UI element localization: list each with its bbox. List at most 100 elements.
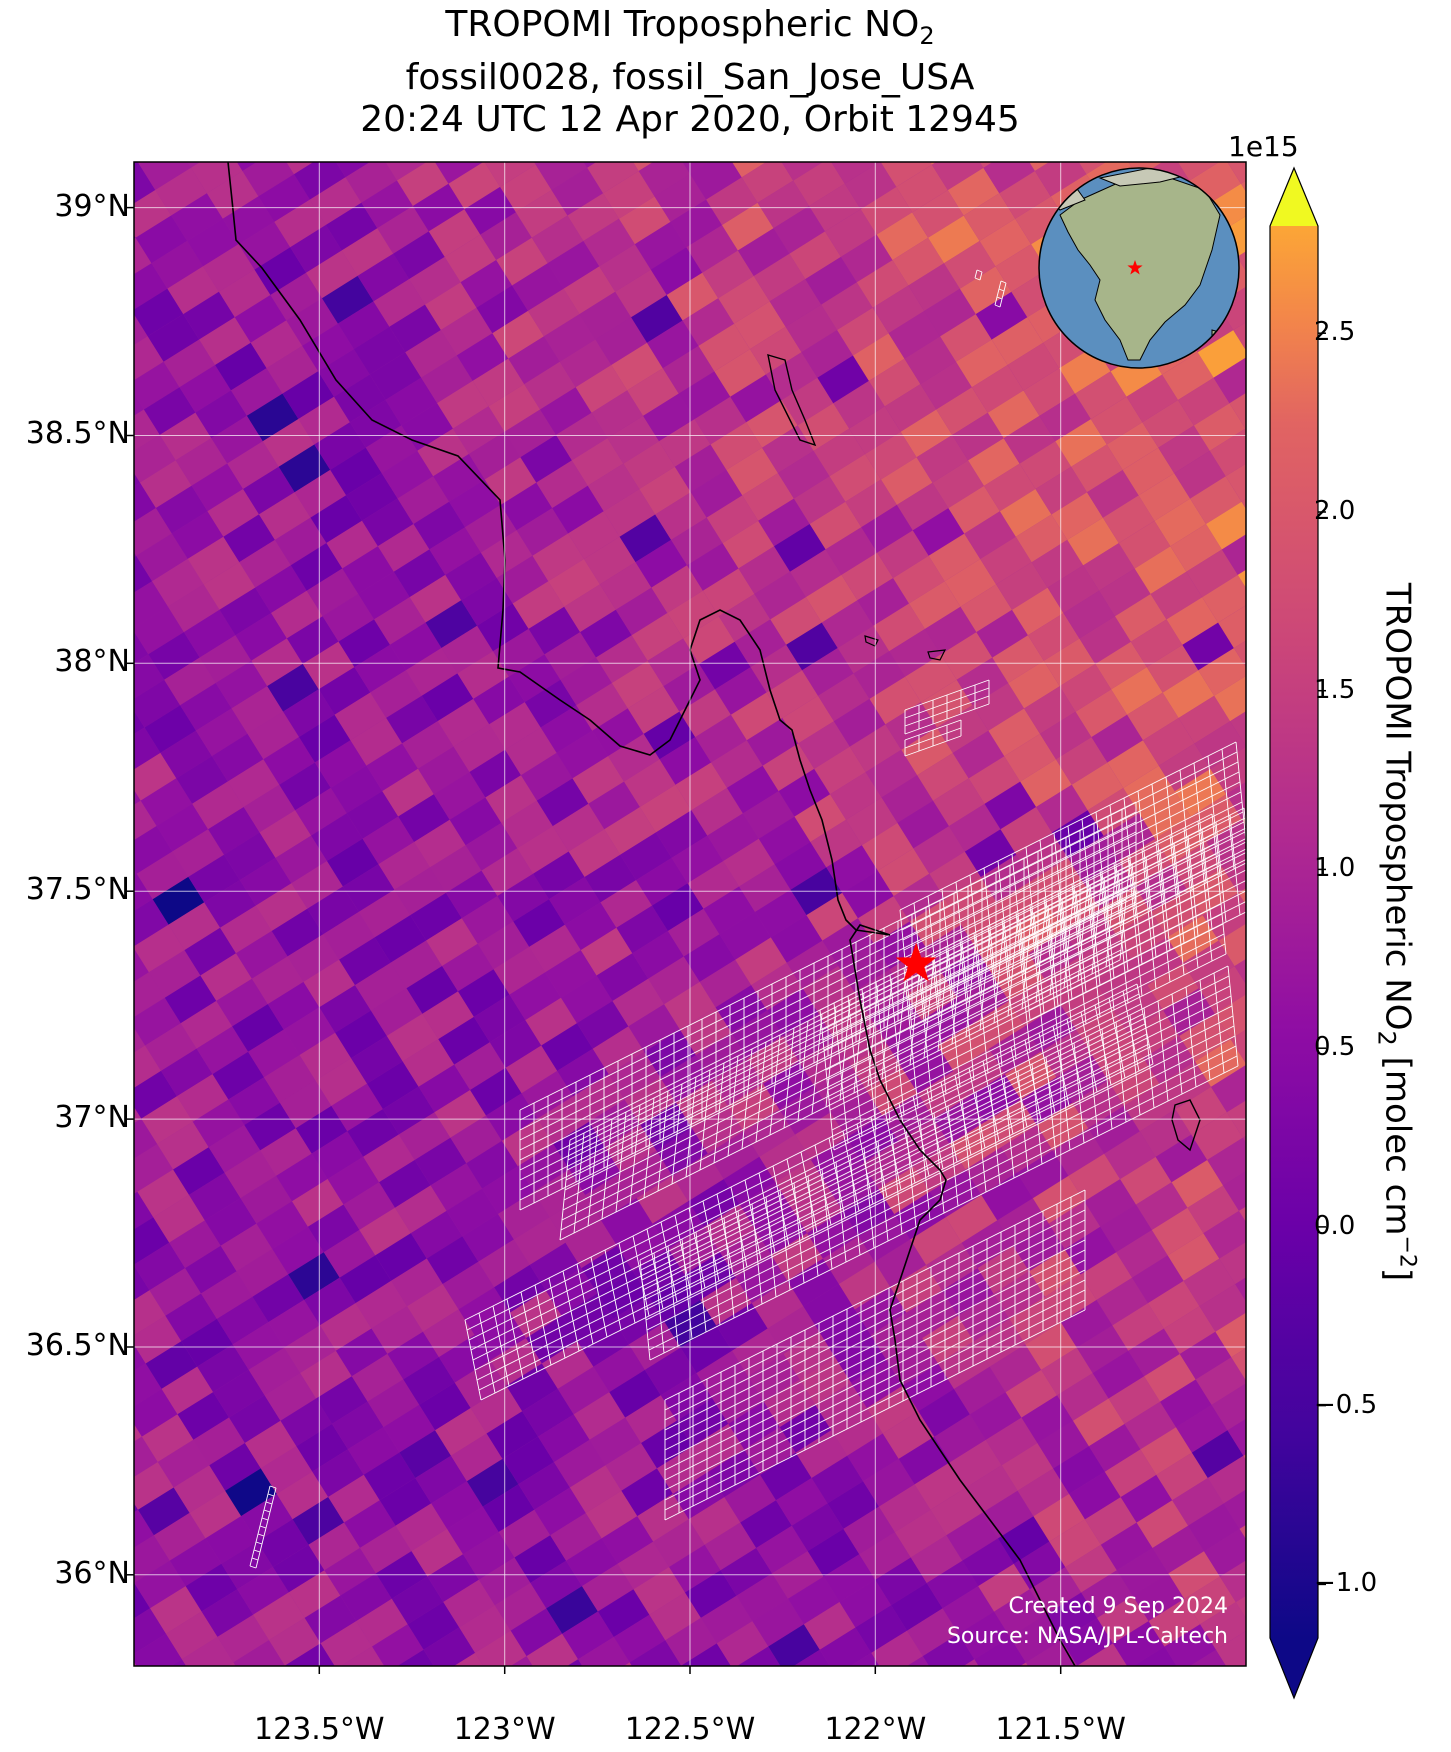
lat-tick-label: 39°N	[54, 188, 130, 224]
title-line-1: TROPOMI Tropospheric NO2	[134, 4, 1246, 57]
no2-pixel	[755, 889, 807, 938]
no2-pixel	[885, 702, 937, 750]
no2-pixel	[461, 896, 514, 944]
no2-pixel	[742, 473, 794, 521]
no2-pixel	[1145, 1672, 1197, 1720]
no2-pixel	[303, 959, 355, 1008]
no2-pixel	[564, 584, 616, 633]
no2-pixel	[837, 625, 890, 674]
overlay-small-patch	[904, 679, 990, 735]
no2-pixel	[743, 1109, 796, 1157]
lat-tick-label: 36°N	[54, 1555, 130, 1591]
no2-pixel	[874, 1239, 927, 1288]
no2-pixel	[1001, 1443, 1054, 1491]
no2-pixel	[818, 991, 871, 1040]
no2-pixel	[421, 673, 474, 722]
no2-pixel	[1059, 664, 1112, 712]
no2-pixel	[758, 816, 811, 865]
no2-pixel	[367, 1061, 419, 1110]
no2-pixel	[438, 1016, 490, 1065]
no2-pixel	[751, 1280, 804, 1329]
no2-pixel	[1004, 733, 1056, 782]
colorbar-exponent: 1e15	[1228, 130, 1299, 163]
no2-pixel	[180, 683, 232, 731]
no2-pixel	[715, 667, 767, 715]
no2-pixel	[1096, 1277, 1148, 1326]
no2-pixel	[1219, 1241, 1246, 1285]
no2-pixel	[494, 1582, 547, 1631]
mesh-line	[519, 821, 1137, 1131]
no2-pixel	[1158, 108, 1210, 156]
no2-pixel	[458, 1287, 511, 1335]
no2-pixel	[987, 73, 1038, 121]
no2-pixel	[1037, 1420, 1089, 1469]
no2-pixel	[687, 543, 739, 591]
no2-pixel	[814, 746, 866, 795]
no2-pixel	[488, 384, 541, 432]
no2-pixel	[200, 953, 252, 1001]
no2-pixel	[1035, 466, 1087, 515]
no2-pixel	[134, 1608, 166, 1654]
no2-pixel	[785, 304, 838, 353]
no2-pixel	[458, 969, 510, 1017]
no2-pixel	[1231, 1348, 1246, 1381]
no2-pixel	[922, 1315, 974, 1364]
no2-pixel	[920, 361, 972, 410]
no2-pixel	[286, 162, 314, 175]
mesh-line	[641, 985, 1231, 1281]
no2-pixel	[1190, 476, 1242, 524]
mesh-line	[1019, 807, 1245, 921]
no2-pixel	[191, 463, 244, 512]
no2-pixel	[944, 559, 997, 607]
no2-pixel	[140, 460, 192, 508]
no2-pixel	[134, 899, 169, 947]
no2-pixel	[320, 1621, 373, 1666]
mesh-line	[994, 280, 1002, 306]
no2-pixel	[134, 482, 156, 522]
no2-pixel	[1216, 1631, 1246, 1666]
no2-pixel	[171, 511, 224, 559]
no2-pixel	[1017, 1150, 1069, 1199]
no2-pixel	[267, 981, 320, 1030]
no2-pixel	[278, 444, 331, 493]
no2-pixel	[134, 948, 149, 982]
no2-pixel	[454, 1042, 506, 1090]
no2-pixel	[907, 1656, 930, 1666]
no2-pixel	[492, 310, 544, 359]
no2-pixel	[631, 295, 683, 343]
no2-pixel	[786, 622, 838, 671]
no2-pixel	[219, 587, 272, 636]
credit-created: Created 9 Sep 2024	[1008, 1594, 1229, 1619]
no2-pixel	[576, 1001, 629, 1049]
no2-pixel	[290, 543, 343, 591]
no2-pixel	[1083, 543, 1135, 591]
no2-pixel	[584, 854, 637, 903]
no2-pixel	[379, 1160, 431, 1208]
no2-pixel	[460, 260, 513, 308]
no2-pixel	[377, 206, 429, 254]
no2-pixel	[255, 565, 307, 613]
no2-pixel	[1200, 1602, 1246, 1650]
no2-pixel	[480, 530, 533, 578]
no2-pixel	[263, 737, 315, 785]
no2-pixel	[627, 686, 680, 734]
no2-pixel	[869, 676, 921, 725]
no2-pixel	[231, 368, 283, 416]
no2-pixel	[1039, 393, 1091, 442]
no2-pixel	[1197, 330, 1246, 378]
no2-pixel	[683, 616, 735, 664]
no2-pixel	[959, 266, 1012, 315]
no2-pixel	[185, 1563, 238, 1612]
no2-pixel	[957, 1293, 1010, 1342]
no2-pixel	[1095, 959, 1148, 1008]
no2-pixel	[1171, 842, 1223, 890]
no2-pixel	[247, 711, 299, 760]
no2-pixel	[644, 1029, 696, 1078]
no2-pixel	[322, 275, 374, 324]
colorbar-tick-label: −0.5	[1314, 1389, 1378, 1420]
no2-pixel	[1000, 807, 1052, 855]
no2-pixel	[160, 730, 212, 779]
no2-pixel	[589, 1417, 642, 1466]
no2-pixel	[969, 1392, 1022, 1440]
no2-pixel	[233, 1640, 285, 1666]
